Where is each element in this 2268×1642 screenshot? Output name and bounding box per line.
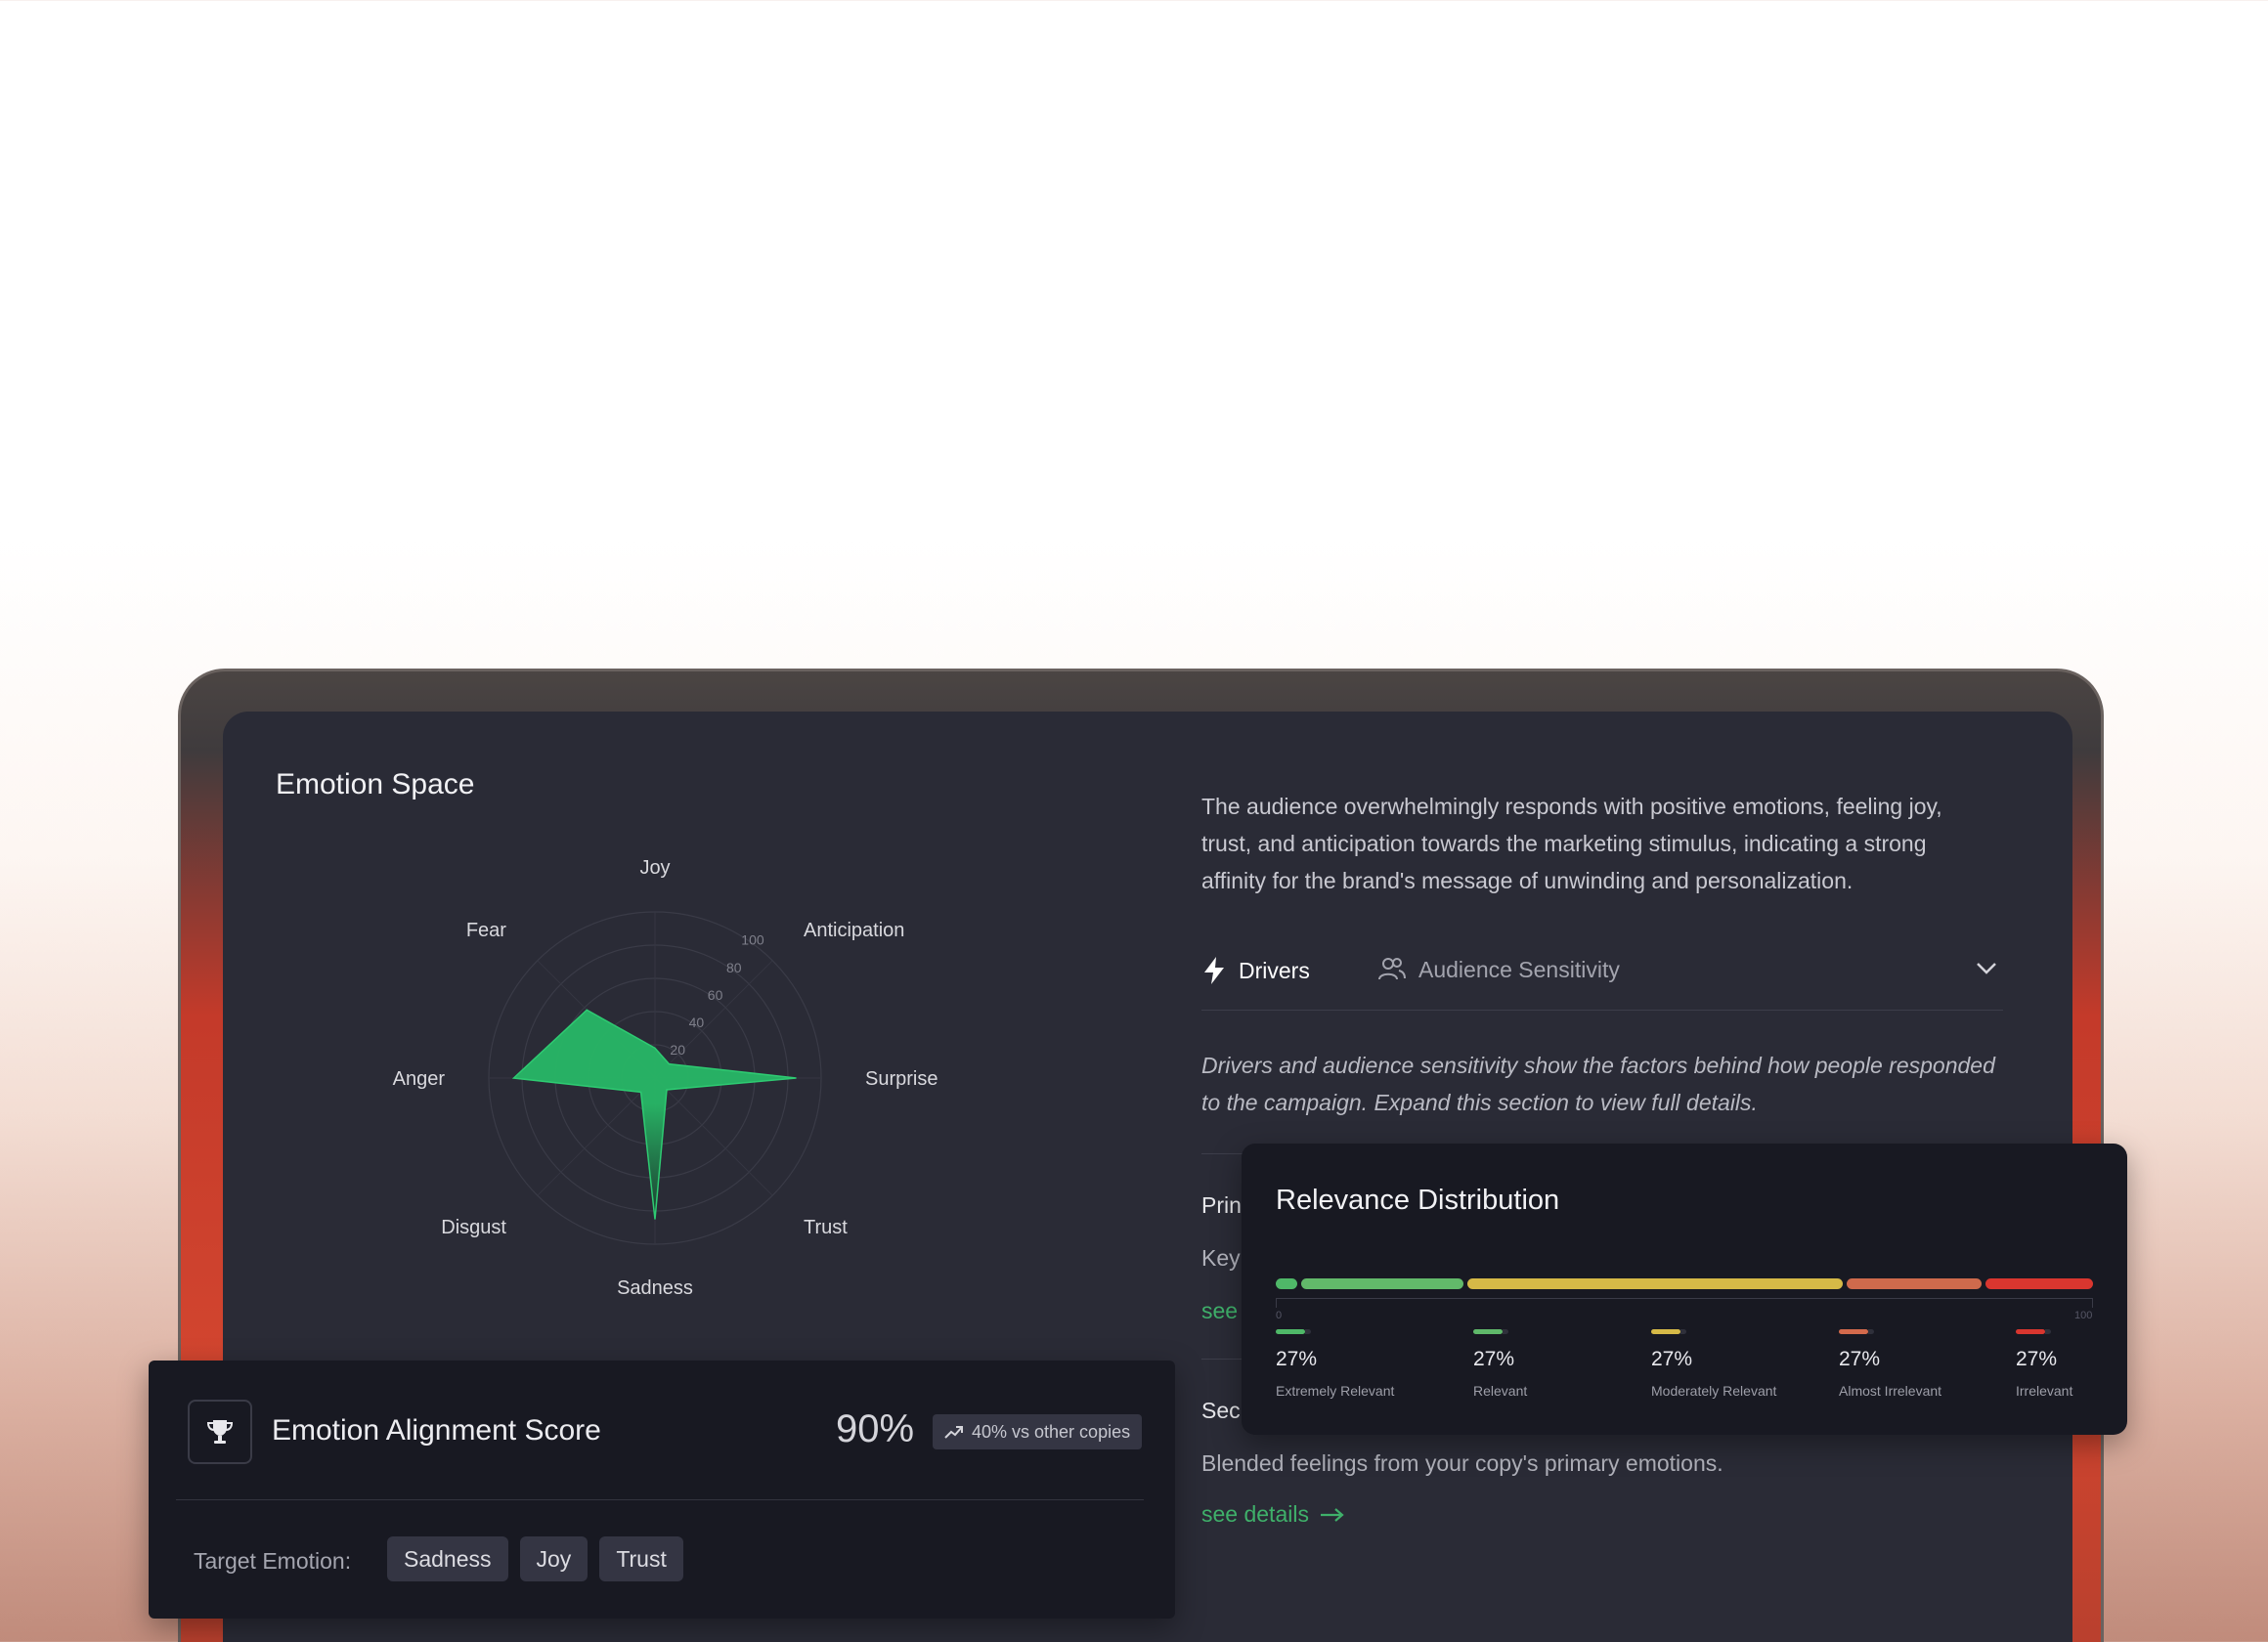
legend-swatch [2016, 1329, 2051, 1334]
relevance-axis [1276, 1298, 2093, 1308]
radar-axis-label-disgust: Disgust [441, 1217, 506, 1238]
chevron-down-icon[interactable] [1976, 962, 1997, 980]
radar-data-polygon [511, 1009, 797, 1220]
bar-segment-extremely-relevant [1276, 1278, 1297, 1289]
relevance-label: Irrelevant [2016, 1383, 2073, 1399]
bar-segment-moderately-relevant [1467, 1278, 1843, 1289]
radar-tick-label: 60 [708, 987, 723, 1003]
comparison-badge: 40% vs other copies [933, 1414, 1143, 1449]
emotion-space-title: Emotion Space [276, 768, 475, 800]
relevance-bar [1276, 1278, 2093, 1289]
tab-drivers-label: Drivers [1239, 957, 1310, 983]
trend-up-icon [944, 1426, 963, 1439]
legend-swatch [1473, 1329, 1508, 1334]
relevance-label: Almost Irrelevant [1839, 1383, 1942, 1399]
legend-swatch [1276, 1329, 1311, 1334]
axis-max-label: 100 [2074, 1310, 2093, 1321]
drivers-description: Drivers and audience sensitivity show th… [1201, 1053, 1995, 1115]
drivers-tabs: Drivers Audience Sensitivity [1201, 948, 2003, 1011]
see-details-label: see details [1201, 1501, 1309, 1527]
radar-spoke [654, 1077, 773, 1196]
target-emotion-chips: Sadness Joy Trust [387, 1536, 683, 1581]
trophy-icon [188, 1400, 252, 1464]
radar-tick-label: 80 [726, 960, 742, 975]
emotion-summary: The audience overwhelmingly responds wit… [1201, 794, 1942, 893]
relevance-label: Relevant [1473, 1383, 1528, 1399]
relevance-item-moderately-relevant: 27% Moderately Relevant [1651, 1329, 1776, 1399]
alignment-title: Emotion Alignment Score [272, 1414, 601, 1447]
radar-axis-label-sadness: Sadness [617, 1277, 693, 1299]
emotion-radar-chart: 20 40 60 80 100 Joy Anticipation Surprise Trust S… [352, 831, 958, 1300]
relevance-pct: 27% [1839, 1348, 1881, 1370]
radar-spoke [537, 1077, 656, 1196]
secondary-heading: Sec [1201, 1398, 1241, 1423]
tab-drivers[interactable]: Drivers [1201, 956, 1310, 985]
target-chip-sadness[interactable]: Sadness [387, 1536, 508, 1581]
bar-segment-irrelevant [1985, 1278, 2093, 1289]
lightning-icon [1204, 957, 1224, 984]
emotion-alignment-card: Emotion Alignment Score 90% 40% vs other… [149, 1361, 1175, 1619]
arrow-right-icon [1320, 1507, 1344, 1522]
relevance-item-relevant: 27% Relevant [1473, 1329, 1527, 1399]
radar-spoke [654, 960, 773, 1079]
primary-text: Key [1201, 1245, 1241, 1271]
relevance-item-almost-irrelevant: 27% Almost Irrelevant [1839, 1329, 1941, 1399]
relevance-pct: 27% [1276, 1348, 1318, 1370]
radar-tick-label: 20 [670, 1042, 685, 1058]
axis-min-label: 0 [1276, 1310, 1283, 1321]
tab-audience-sensitivity[interactable]: Audience Sensitivity [1377, 956, 1620, 983]
primary-see-link[interactable]: see [1201, 1298, 1239, 1323]
relevance-pct: 27% [1651, 1348, 1693, 1370]
relevance-label: Extremely Relevant [1276, 1383, 1395, 1399]
tab-audience-label: Audience Sensitivity [1418, 956, 1620, 982]
target-chip-joy[interactable]: Joy [519, 1536, 589, 1581]
comparison-badge-text: 40% vs other copies [972, 1421, 1131, 1442]
users-icon [1378, 958, 1406, 980]
relevance-title: Relevance Distribution [1276, 1185, 1560, 1216]
see-details-link[interactable]: see details [1201, 1501, 1346, 1528]
bar-segment-relevant [1301, 1278, 1463, 1289]
legend-swatch [1651, 1329, 1686, 1334]
alignment-divider [176, 1499, 1144, 1500]
relevance-distribution-card: Relevance Distribution 0 100 27% Extreme… [1242, 1144, 2127, 1435]
relevance-item-irrelevant: 27% Irrelevant [2016, 1329, 2072, 1399]
radar-axis-label-joy: Joy [639, 857, 670, 879]
alignment-score: 90% [836, 1407, 915, 1450]
radar-axis-label-anger: Anger [393, 1068, 446, 1090]
legend-swatch [1839, 1329, 1874, 1334]
radar-tick-label: 100 [741, 932, 764, 948]
relevance-pct: 27% [1473, 1348, 1515, 1370]
secondary-text: Blended feelings from your copy's primar… [1201, 1450, 1723, 1476]
target-chip-trust[interactable]: Trust [599, 1536, 683, 1581]
bar-segment-almost-irrelevant [1847, 1278, 1982, 1289]
relevance-label: Moderately Relevant [1651, 1383, 1777, 1399]
radar-tick-label: 40 [689, 1015, 705, 1030]
primary-heading: Prin [1201, 1192, 1242, 1218]
relevance-pct: 27% [2016, 1348, 2058, 1370]
radar-axis-label-surprise: Surprise [865, 1068, 938, 1090]
relevance-item-extremely-relevant: 27% Extremely Relevant [1276, 1329, 1394, 1399]
target-emotion-label: Target Emotion: [194, 1548, 352, 1574]
radar-axis-label-fear: Fear [466, 920, 506, 941]
radar-axis-label-trust: Trust [804, 1217, 848, 1238]
radar-axis-label-anticipation: Anticipation [804, 920, 904, 941]
